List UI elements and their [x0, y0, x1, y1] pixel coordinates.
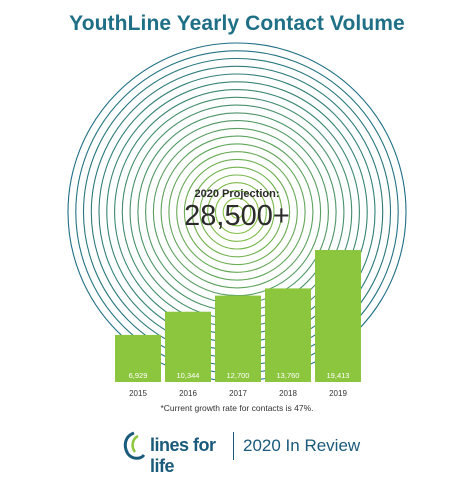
x-tick-2018: 2018 — [279, 389, 297, 398]
value-label-2017: 12,700 — [227, 371, 250, 380]
x-tick-labels: 2015 2016 2017 2018 2019 — [129, 389, 347, 398]
bars — [115, 250, 361, 382]
bar-2018 — [265, 288, 311, 382]
footer: lines for life 2020 In Review — [0, 428, 474, 476]
projection-label: 2020 Projection: — [194, 188, 280, 200]
review-title: 2020 In Review — [243, 436, 361, 455]
value-labels: 6,929 10,344 12,700 13,760 19,413 — [129, 371, 350, 380]
logo-text: lines for life — [150, 435, 216, 476]
ring — [176, 151, 298, 273]
bar-2016 — [165, 311, 211, 382]
ring — [191, 166, 283, 258]
bar-2019 — [315, 250, 361, 382]
value-label-2015: 6,929 — [129, 371, 148, 380]
x-tick-2017: 2017 — [229, 389, 247, 398]
x-tick-2016: 2016 — [179, 389, 197, 398]
lines-for-life-logo: lines for life — [120, 430, 228, 476]
chart-title: YouthLine Yearly Contact Volume — [69, 12, 405, 35]
ring — [168, 143, 306, 281]
bar-2017 — [215, 295, 261, 382]
ring — [152, 127, 322, 297]
logo-swirl-icon — [123, 431, 146, 460]
x-tick-2015: 2015 — [129, 389, 147, 398]
ring — [183, 158, 291, 266]
ring — [207, 182, 267, 242]
footnote: *Current growth rate for contacts is 47%… — [160, 403, 314, 413]
footer-divider — [233, 432, 234, 460]
bar-2015 — [115, 334, 161, 382]
ring — [230, 205, 244, 219]
value-label-2016: 10,344 — [177, 371, 200, 380]
ring — [222, 197, 252, 227]
ring — [214, 189, 260, 235]
x-tick-2019: 2019 — [329, 389, 347, 398]
projection-value: 28,500+ — [184, 200, 290, 232]
value-label-2018: 13,760 — [277, 371, 300, 380]
ring — [160, 135, 314, 289]
value-label-2019: 19,413 — [327, 371, 350, 380]
ring — [199, 174, 275, 250]
